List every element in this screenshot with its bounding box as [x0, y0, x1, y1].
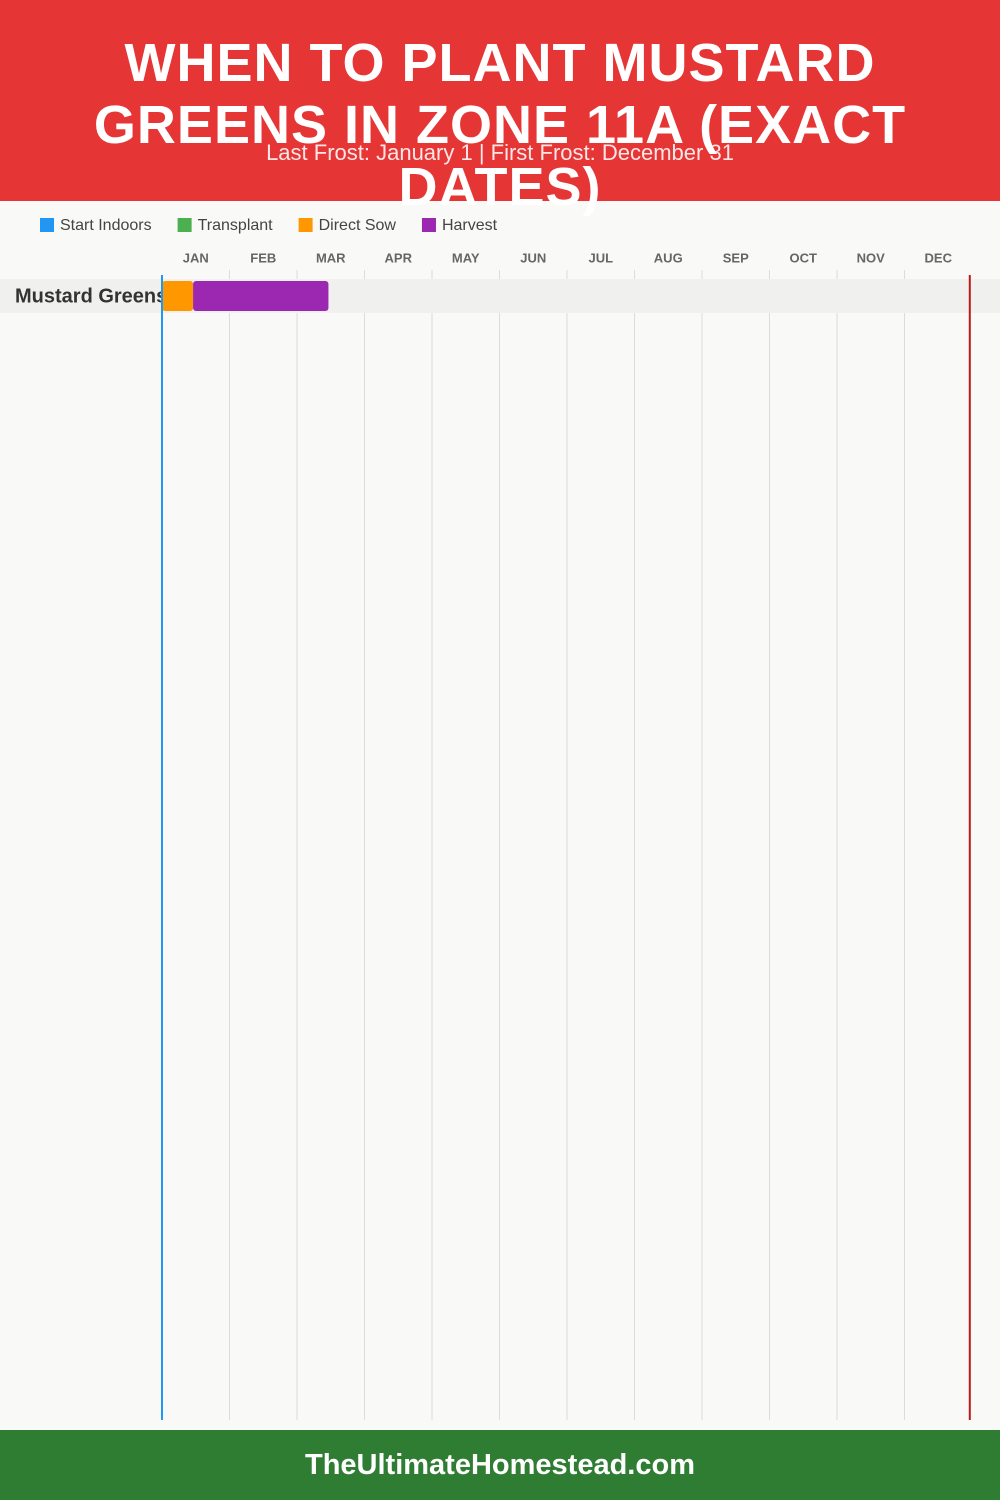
legend-swatch — [298, 218, 313, 232]
x-tick-label: OCT — [790, 250, 818, 265]
x-tick-label: AUG — [654, 250, 683, 265]
row-label-group: Mustard Greens — [15, 285, 167, 307]
header: WHEN TO PLANT MUSTARD GREENS IN ZONE 11A… — [0, 0, 1000, 217]
legend-label: Start Indoors — [60, 217, 152, 234]
x-tick-label: JAN — [183, 250, 209, 265]
bar — [162, 281, 194, 311]
row-label: Mustard Greens — [15, 285, 167, 307]
x-tick-label: JUN — [520, 250, 546, 265]
bar — [193, 281, 329, 311]
chart-subtitle: Last Frost: January 1 | First Frost: Dec… — [266, 140, 734, 165]
x-tick-label: JUL — [588, 250, 613, 265]
legend-swatch — [177, 218, 192, 232]
legend-swatch — [421, 218, 436, 232]
x-tick-label: MAR — [316, 250, 346, 265]
chart: Start Indoors Transplant Direct Sow Harvest… — [0, 217, 1000, 1420]
legend-label: Direct Sow — [319, 217, 397, 234]
x-tick-label: FEB — [250, 250, 276, 265]
x-tick-label: DEC — [925, 250, 953, 265]
legend-label: Harvest — [442, 217, 498, 234]
footer: TheUltimateHomestead.com — [0, 1430, 1000, 1500]
legend-swatch — [40, 218, 54, 232]
x-tick-label: NOV — [857, 250, 886, 265]
x-tick-label: SEP — [723, 250, 749, 265]
legend-label: Transplant — [198, 217, 274, 234]
chart-title: WHEN TO PLANT MUSTARD GREENS IN ZONE 11A… — [93, 33, 907, 217]
x-tick-label: MAY — [452, 250, 480, 265]
x-tick-label: APR — [385, 250, 413, 265]
